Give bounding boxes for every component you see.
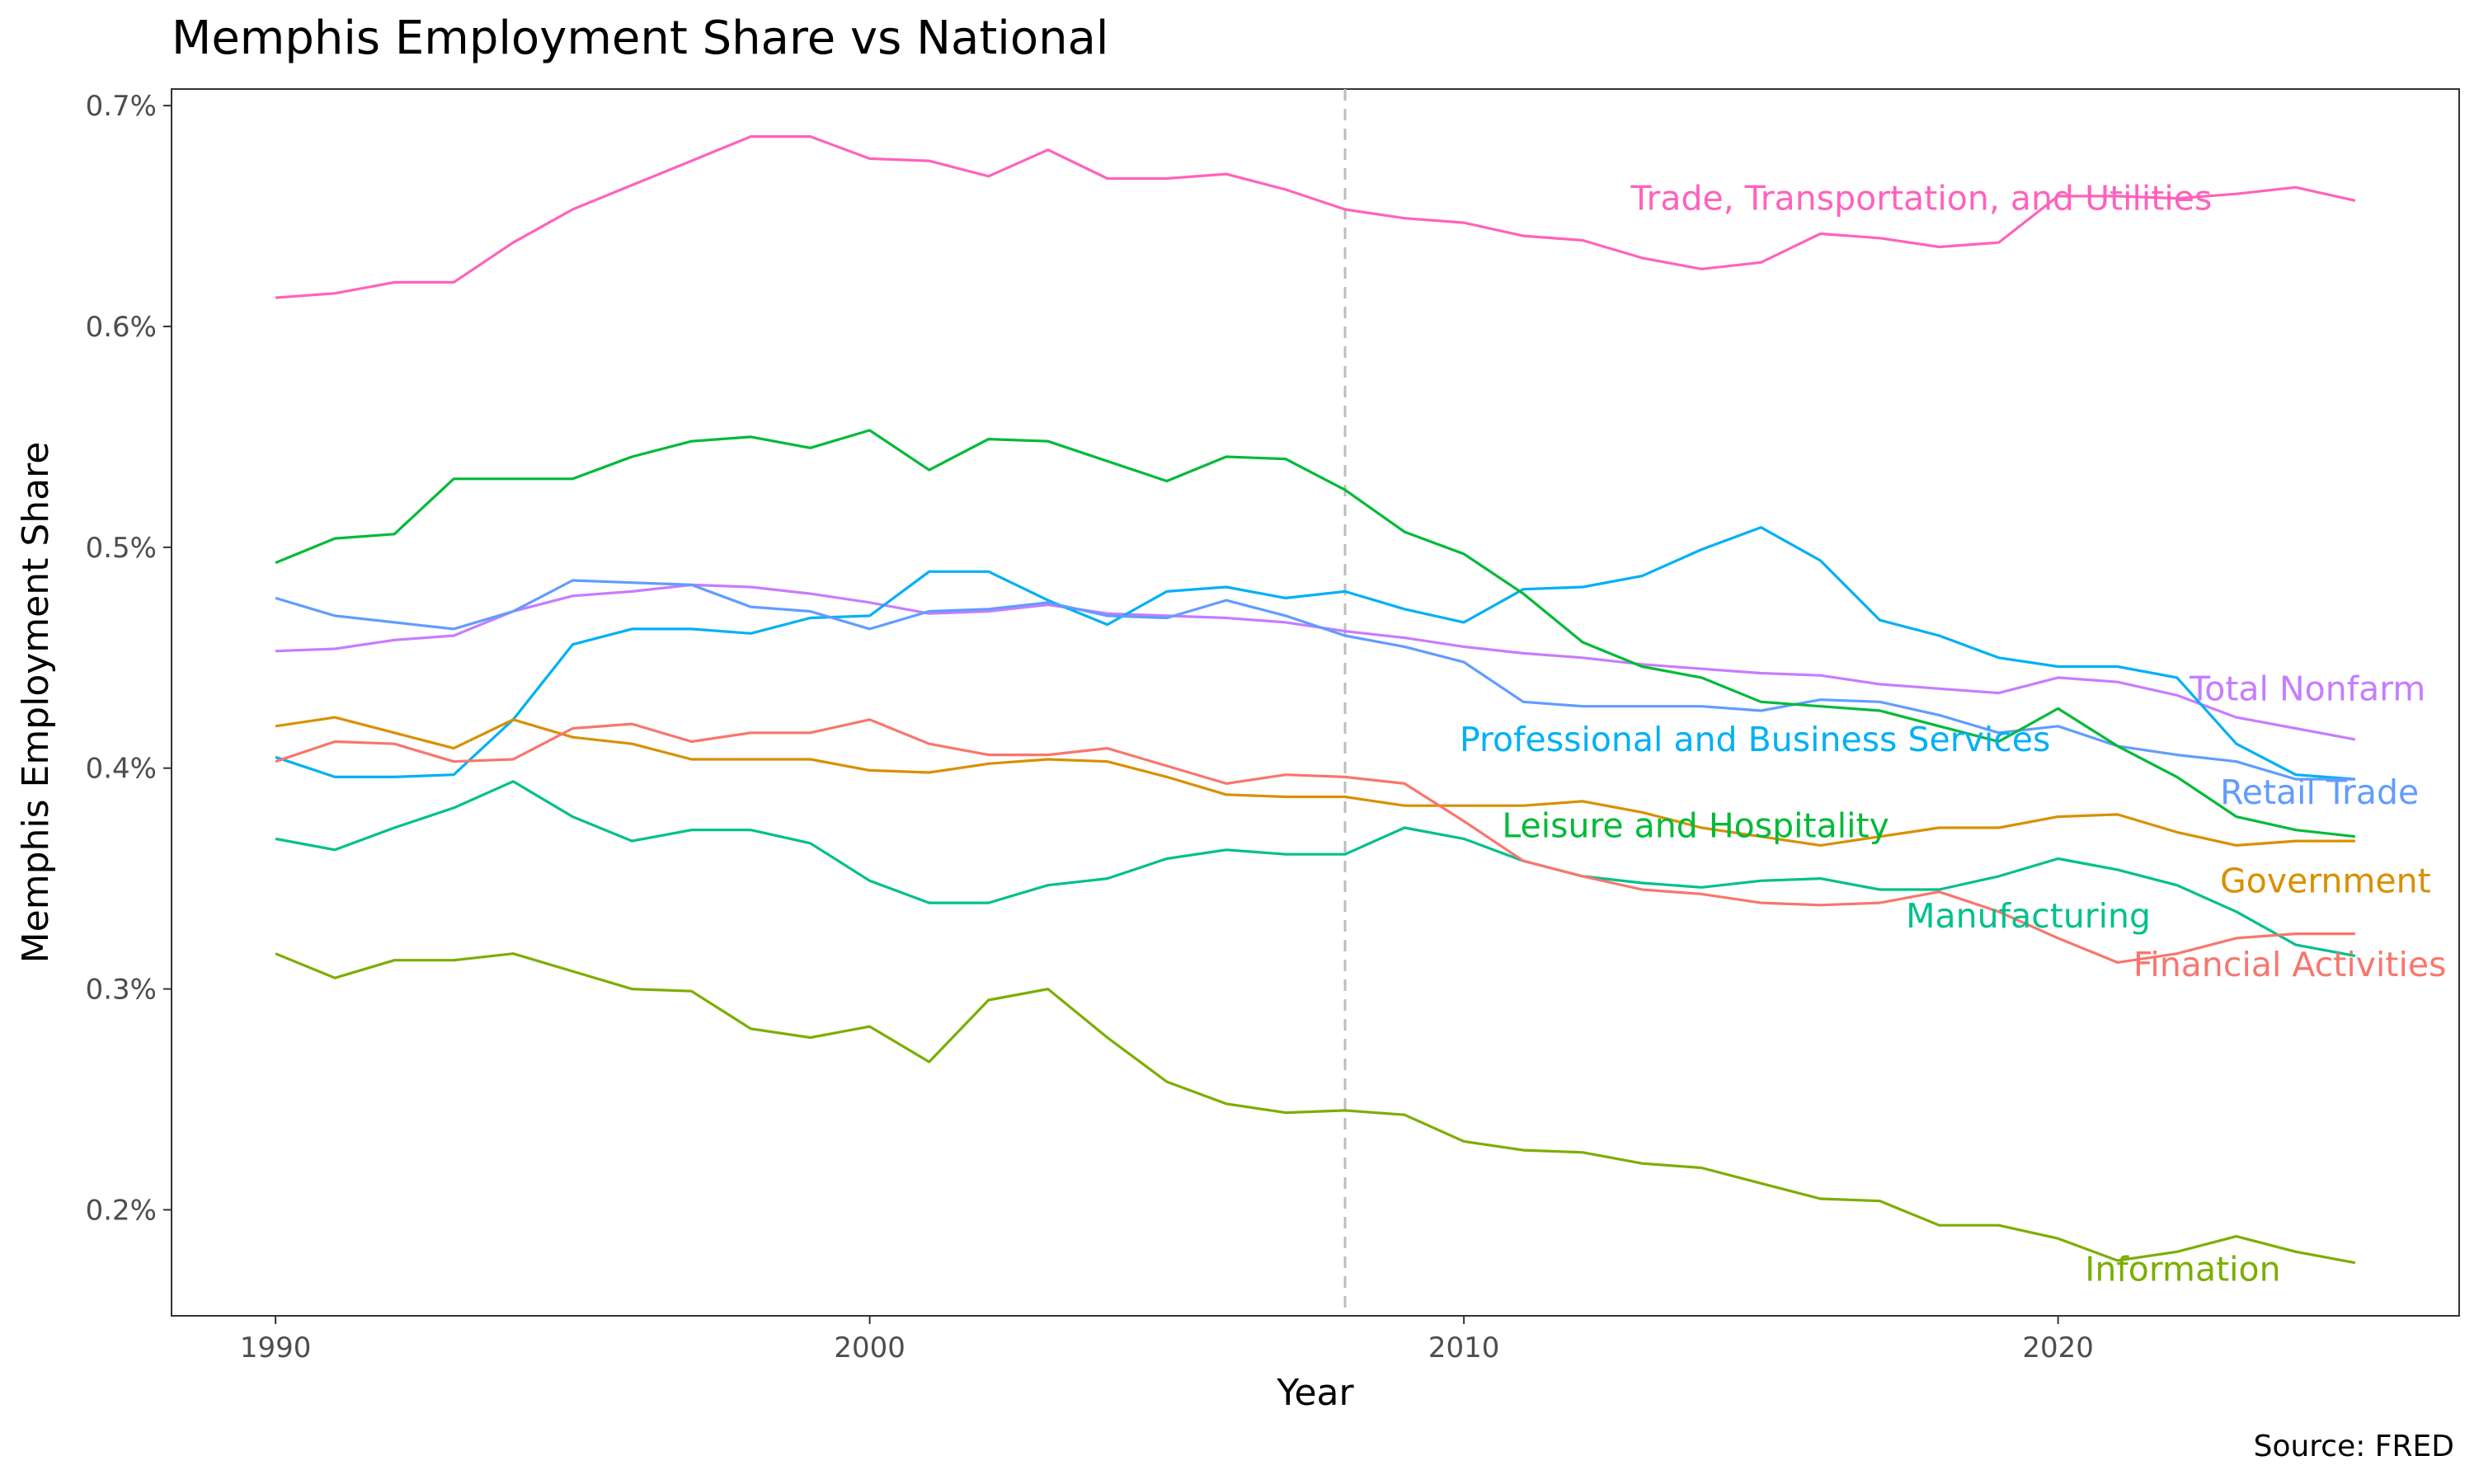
series-lines-layer bbox=[275, 135, 2356, 1265]
series-label-financial-activities: Financial Activities bbox=[2133, 945, 2447, 984]
y-tick-label: 0.2% bbox=[86, 1194, 157, 1227]
series-label-government: Government bbox=[2220, 861, 2431, 900]
y-tick-label: 0.5% bbox=[86, 532, 157, 565]
series-line-professional-and-business-services bbox=[275, 526, 2356, 781]
y-tick-label: 0.6% bbox=[86, 311, 157, 344]
series-label-information: Information bbox=[2085, 1250, 2280, 1289]
series-label-leisure-and-hospitality: Leisure and Hospitality bbox=[1502, 805, 1888, 845]
x-tick-label: 2000 bbox=[834, 1331, 905, 1364]
series-label-professional-and-business-services: Professional and Business Services bbox=[1460, 720, 2050, 759]
x-tick-label: 2020 bbox=[2022, 1331, 2094, 1364]
x-tick-label: 2010 bbox=[1428, 1331, 1500, 1364]
y-tick-label: 0.7% bbox=[86, 90, 157, 123]
x-axis-title: Year bbox=[1276, 1372, 1354, 1414]
series-labels-layer: Trade, Transportation, and Utilities Tota… bbox=[1460, 179, 2446, 1289]
series-label-manufacturing: Manufacturing bbox=[1906, 896, 2151, 936]
chart-title: Memphis Employment Share vs National bbox=[172, 12, 1109, 65]
series-line-information bbox=[275, 952, 2356, 1265]
series-line-trade-transportation-and-utilities bbox=[275, 135, 2356, 299]
series-label-trade-transportation-and-utilities: Trade, Transportation, and Utilities bbox=[1630, 179, 2212, 218]
series-line-financial-activities bbox=[275, 718, 2355, 965]
plot-panel-border bbox=[171, 88, 2460, 1317]
series-line-leisure-and-hospitality bbox=[275, 429, 2356, 838]
axes-layer: 1990 2000 2010 2020 0.2% 0.3% 0.4% 0.5% 0.6% 0.7% bbox=[86, 90, 2094, 1364]
chart-caption: Source: FRED bbox=[2253, 1430, 2454, 1463]
series-line-government bbox=[275, 716, 2355, 848]
y-axis-title: Memphis Employment Share bbox=[15, 442, 57, 964]
y-tick-label: 0.3% bbox=[86, 974, 157, 1007]
y-tick-label: 0.4% bbox=[86, 753, 157, 786]
series-label-total-nonfarm: Total Nonfarm bbox=[2189, 669, 2425, 708]
series-label-retail-trade: Retail Trade bbox=[2220, 773, 2419, 812]
series-line-manufacturing bbox=[275, 780, 2356, 957]
series-line-retail-trade bbox=[275, 579, 2355, 781]
x-tick-label: 1990 bbox=[240, 1331, 312, 1364]
